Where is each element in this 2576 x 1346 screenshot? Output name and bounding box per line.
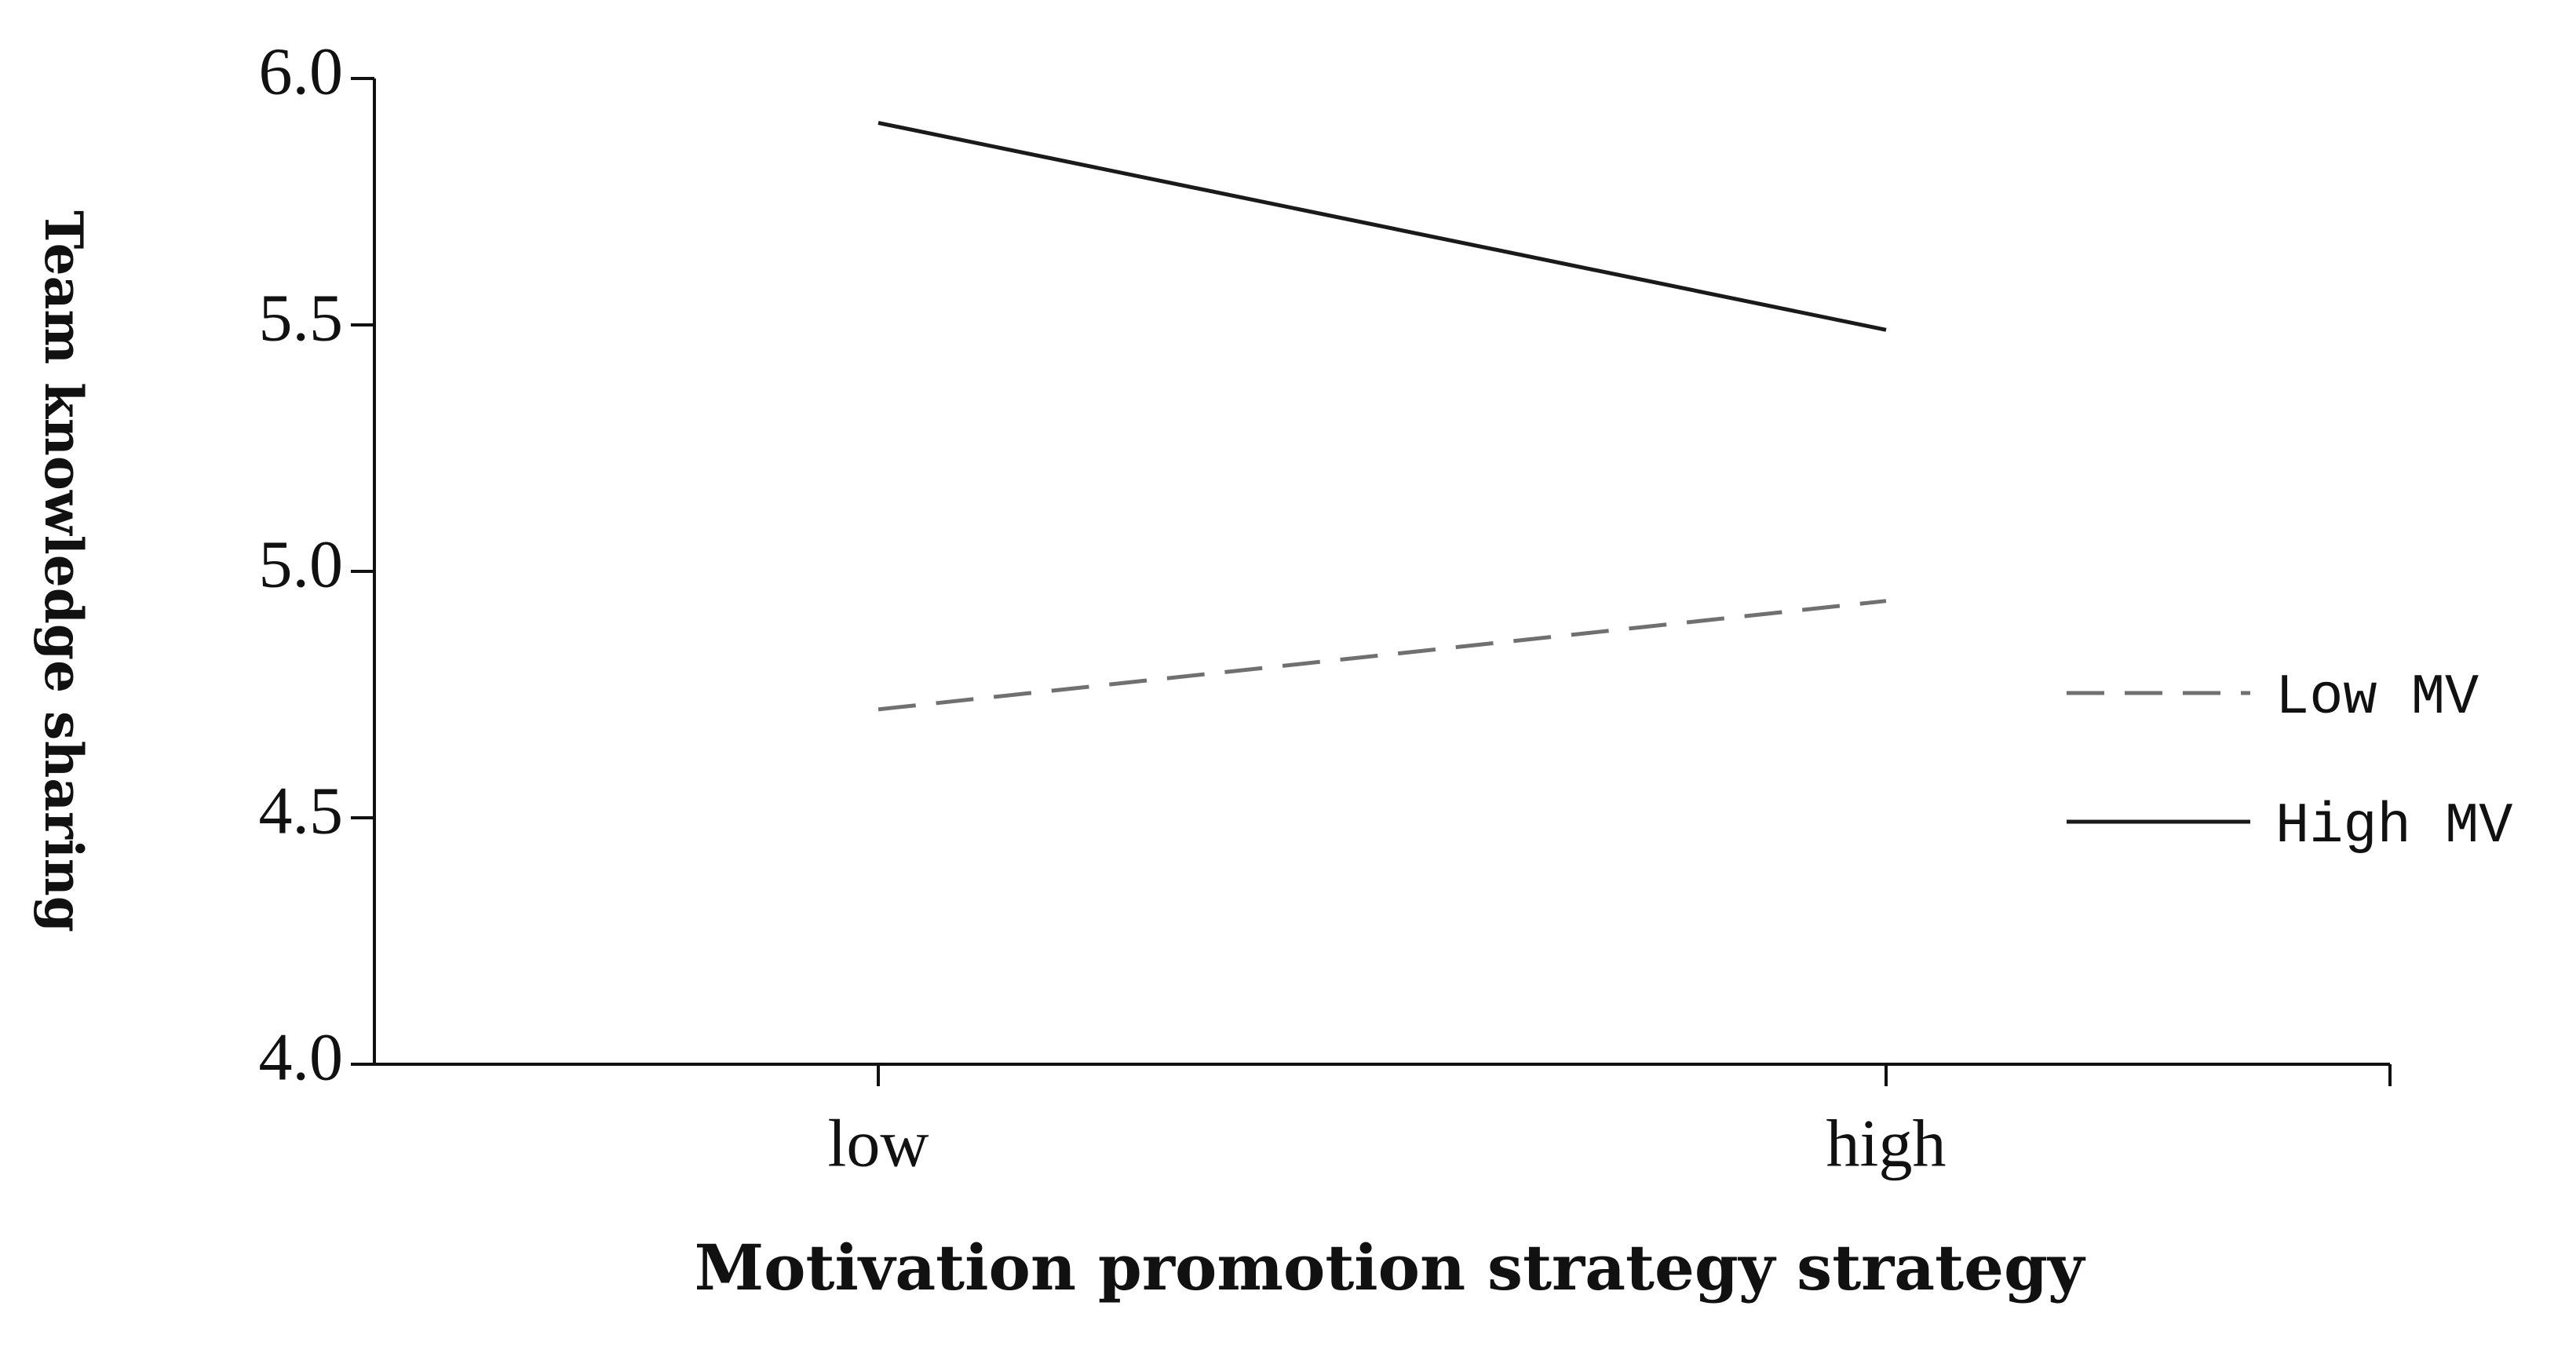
- series-line: [878, 121, 1887, 332]
- y-tick-label: 4.5: [259, 773, 344, 848]
- series-line: [878, 599, 1887, 712]
- legend-label: High MV: [2275, 794, 2512, 859]
- x-tick-label: low: [828, 1106, 929, 1181]
- legend-label: Low MV: [2275, 666, 2479, 730]
- y-tick-label: 4.0: [259, 1020, 344, 1095]
- y-tick-label: 5.5: [259, 280, 344, 356]
- x-tick-label: high: [1826, 1106, 1947, 1181]
- x-axis-title: Motivation promotion strategy strategy: [695, 1231, 2086, 1304]
- y-axis-title: Team knowledge sharing: [33, 210, 94, 932]
- y-tick-label: 6.0: [259, 34, 344, 109]
- y-tick-label: 5.0: [259, 527, 344, 602]
